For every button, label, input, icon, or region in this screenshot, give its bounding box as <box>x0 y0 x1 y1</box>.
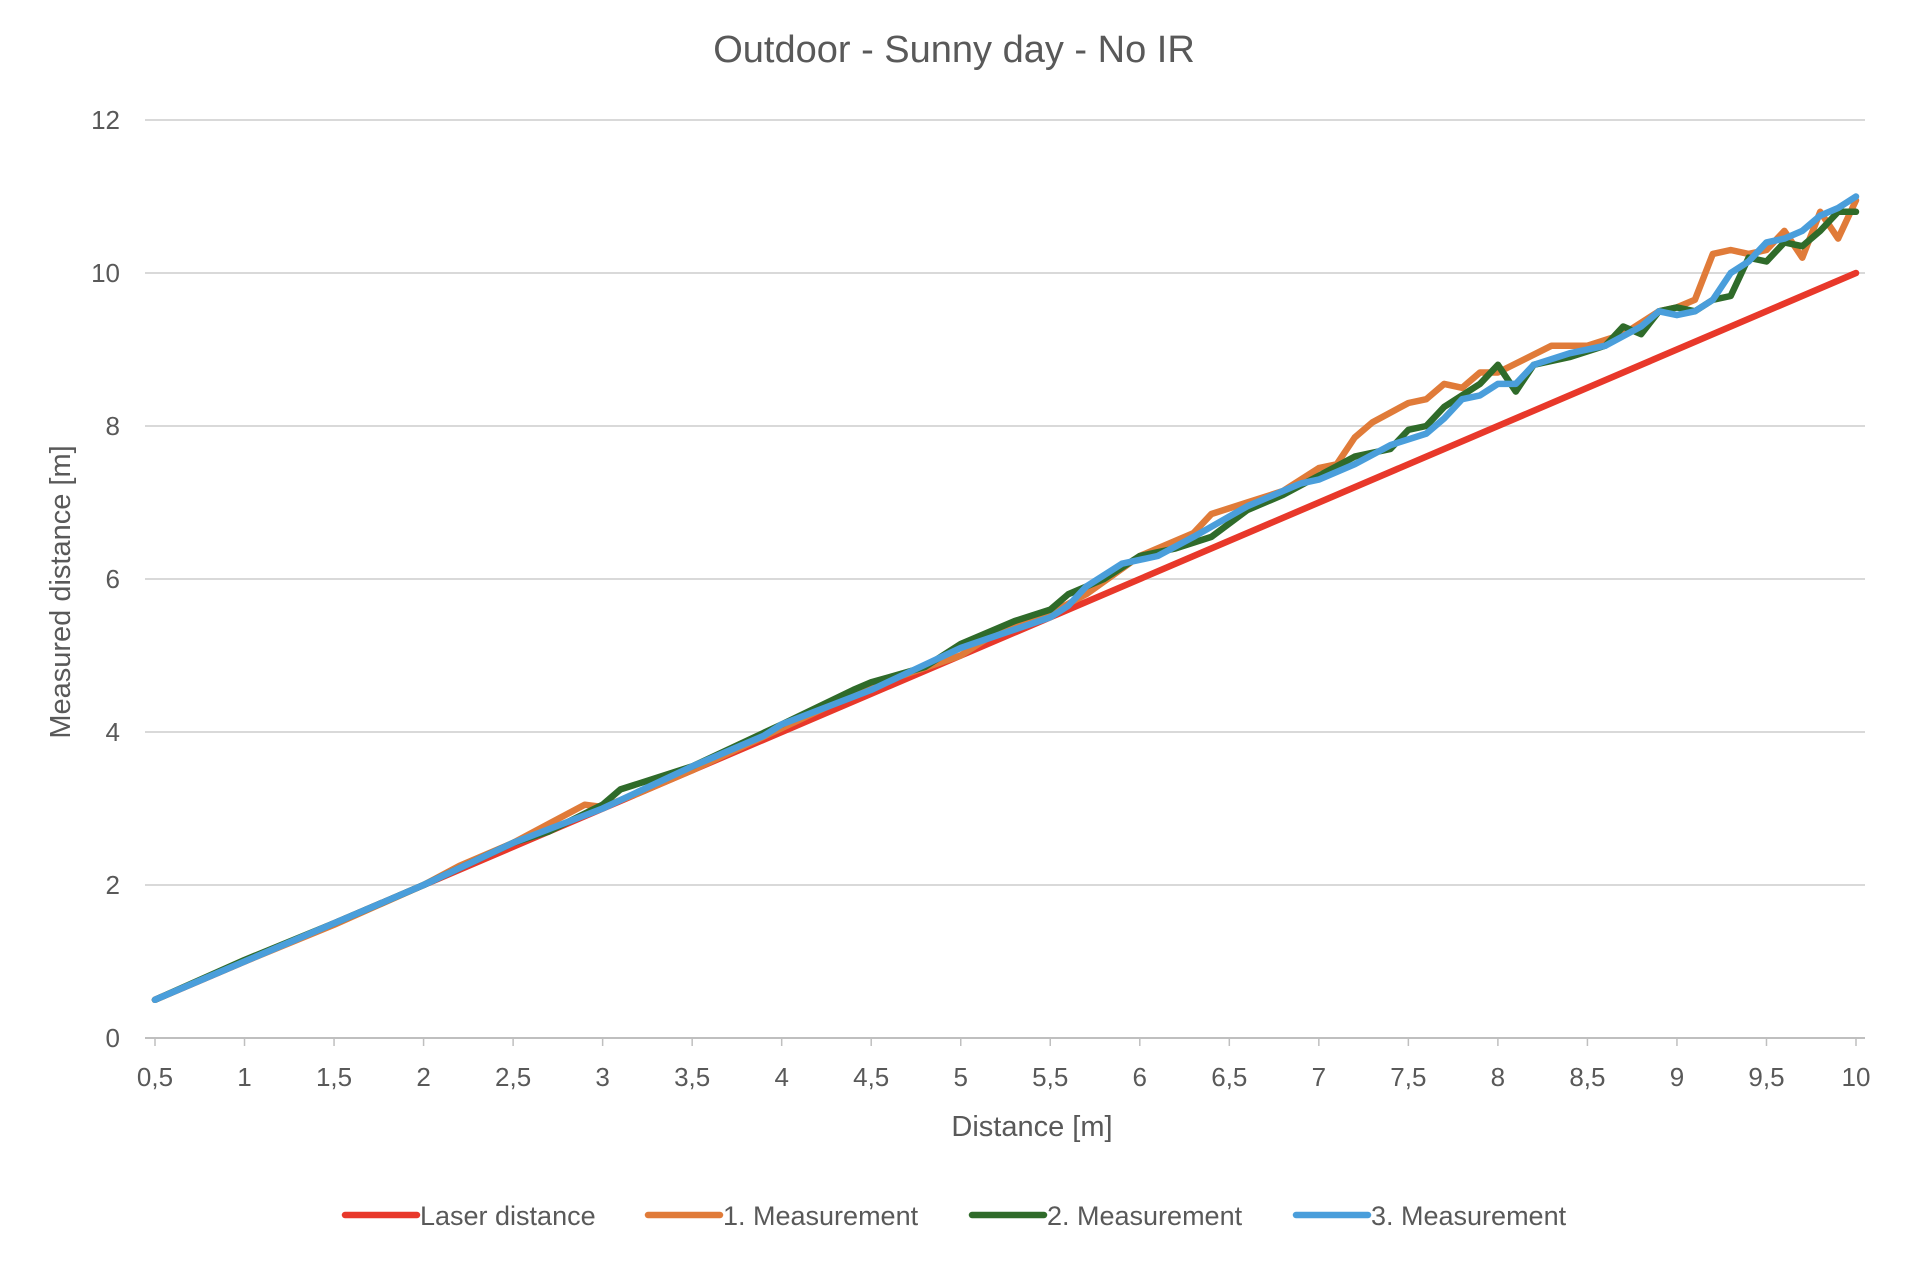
y-tick-label: 10 <box>91 258 120 288</box>
x-tick-label: 3,5 <box>674 1062 710 1092</box>
series-lines <box>151 193 1860 1004</box>
y-tick-label: 0 <box>106 1023 120 1053</box>
legend-item-4: 3. Measurement <box>1292 1201 1567 1231</box>
x-tick-label: 6 <box>1133 1062 1147 1092</box>
x-tick-label: 7 <box>1312 1062 1326 1092</box>
x-tick-label: 9,5 <box>1748 1062 1784 1092</box>
legend-label: 3. Measurement <box>1371 1201 1567 1231</box>
y-tick-label: 6 <box>106 564 120 594</box>
legend-label: 1. Measurement <box>723 1201 919 1231</box>
legend-item-1: Laser distance <box>341 1201 596 1231</box>
x-tick-label: 3 <box>595 1062 609 1092</box>
x-tick-label: 2 <box>416 1062 430 1092</box>
x-tick-label: 8,5 <box>1569 1062 1605 1092</box>
y-tick-label: 8 <box>106 411 120 441</box>
chart-title: Outdoor - Sunny day - No IR <box>713 29 1195 71</box>
x-tick-label: 1,5 <box>316 1062 352 1092</box>
x-tick-label: 5 <box>954 1062 968 1092</box>
y-tick-label: 4 <box>106 717 120 747</box>
legend-label: Laser distance <box>420 1201 596 1231</box>
x-axis-title: Distance [m] <box>951 1111 1112 1143</box>
x-tick-label: 1 <box>237 1062 251 1092</box>
axes: 0 2 4 6 8 10 12 0,5 1 1,5 2 2,5 3 3,5 4 4,5 5 5,5 6 6,5 7 7,5… <box>91 105 1870 1092</box>
x-tick-label: 9 <box>1670 1062 1684 1092</box>
x-tick-label: 0,5 <box>137 1062 173 1092</box>
x-tick-label: 8 <box>1491 1062 1505 1092</box>
x-tick-label: 5,5 <box>1032 1062 1068 1092</box>
legend: Laser distance 1. Measurement 2. Measureme… <box>341 1201 1567 1231</box>
series-line-3 <box>151 208 1860 1004</box>
x-tick-label: 6,5 <box>1211 1062 1247 1092</box>
x-tick-label: 4 <box>774 1062 788 1092</box>
legend-item-2: 1. Measurement <box>644 1201 919 1231</box>
x-tick-label: 2,5 <box>495 1062 531 1092</box>
y-tick-label: 2 <box>106 870 120 900</box>
x-tick-label: 7,5 <box>1390 1062 1426 1092</box>
y-tick-label: 12 <box>91 105 120 135</box>
x-tick-label: 10 <box>1842 1062 1871 1092</box>
series-line-4 <box>151 193 1860 1004</box>
legend-item-3: 2. Measurement <box>968 1201 1243 1231</box>
gridlines <box>145 119 1865 1039</box>
x-tick-label: 4,5 <box>853 1062 889 1092</box>
y-axis-title: Measured distance [m] <box>45 445 77 738</box>
legend-label: 2. Measurement <box>1047 1201 1243 1231</box>
series-line-2 <box>151 197 1860 1004</box>
